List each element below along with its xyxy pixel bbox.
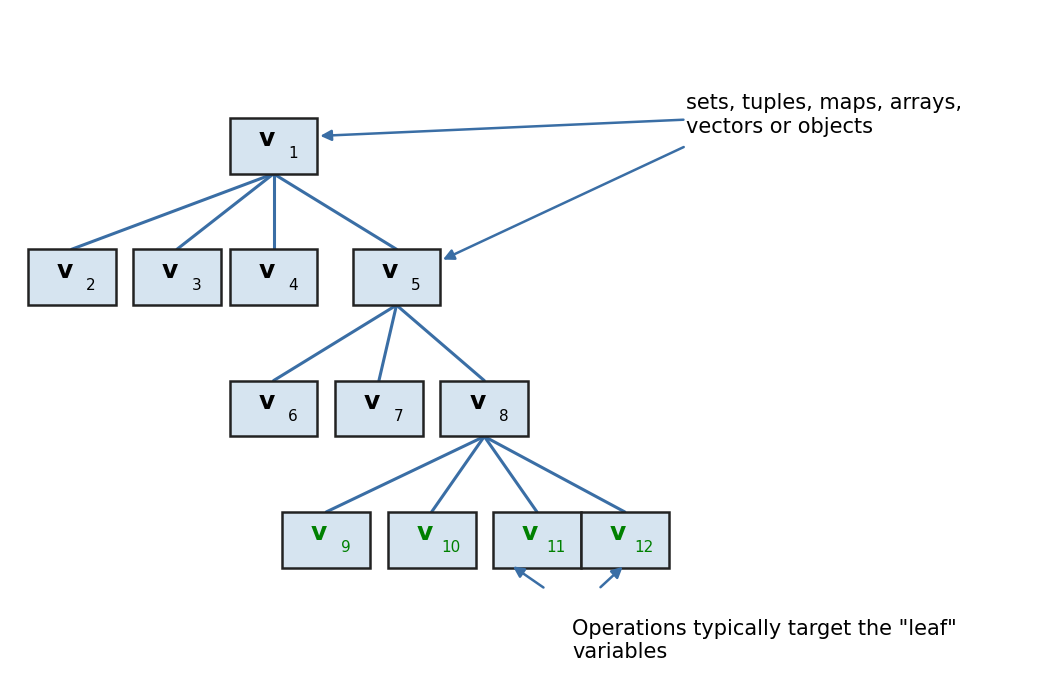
Text: Operations typically target the "leaf"
variables: Operations typically target the "leaf" v… xyxy=(572,619,957,662)
FancyBboxPatch shape xyxy=(335,381,422,437)
FancyBboxPatch shape xyxy=(229,249,318,305)
Text: v: v xyxy=(259,128,275,151)
Text: sets, tuples, maps, arrays,
vectors or objects: sets, tuples, maps, arrays, vectors or o… xyxy=(686,93,962,136)
FancyBboxPatch shape xyxy=(229,381,318,437)
Text: v: v xyxy=(522,521,539,545)
FancyBboxPatch shape xyxy=(581,512,668,568)
FancyBboxPatch shape xyxy=(27,249,115,305)
Text: v: v xyxy=(416,521,433,545)
FancyBboxPatch shape xyxy=(353,249,440,305)
FancyBboxPatch shape xyxy=(440,381,528,437)
FancyBboxPatch shape xyxy=(493,512,581,568)
Text: v: v xyxy=(259,390,275,414)
Text: 6: 6 xyxy=(288,409,298,424)
Text: v: v xyxy=(312,521,327,545)
Text: 11: 11 xyxy=(547,540,566,556)
Text: 5: 5 xyxy=(411,277,420,292)
Text: 4: 4 xyxy=(288,277,298,292)
Text: v: v xyxy=(56,259,73,283)
Text: v: v xyxy=(469,390,486,414)
Text: 9: 9 xyxy=(341,540,351,556)
Text: v: v xyxy=(259,259,275,283)
FancyBboxPatch shape xyxy=(388,512,475,568)
Text: v: v xyxy=(363,390,380,414)
Text: 12: 12 xyxy=(635,540,654,556)
Text: 7: 7 xyxy=(394,409,403,424)
Text: 8: 8 xyxy=(498,409,508,424)
FancyBboxPatch shape xyxy=(282,512,371,568)
FancyBboxPatch shape xyxy=(133,249,221,305)
Text: 3: 3 xyxy=(191,277,202,292)
Text: 1: 1 xyxy=(288,146,298,161)
Text: 10: 10 xyxy=(441,540,460,556)
FancyBboxPatch shape xyxy=(229,118,318,173)
Text: 2: 2 xyxy=(87,277,96,292)
Text: v: v xyxy=(381,259,398,283)
Text: v: v xyxy=(609,521,626,545)
Text: v: v xyxy=(162,259,178,283)
